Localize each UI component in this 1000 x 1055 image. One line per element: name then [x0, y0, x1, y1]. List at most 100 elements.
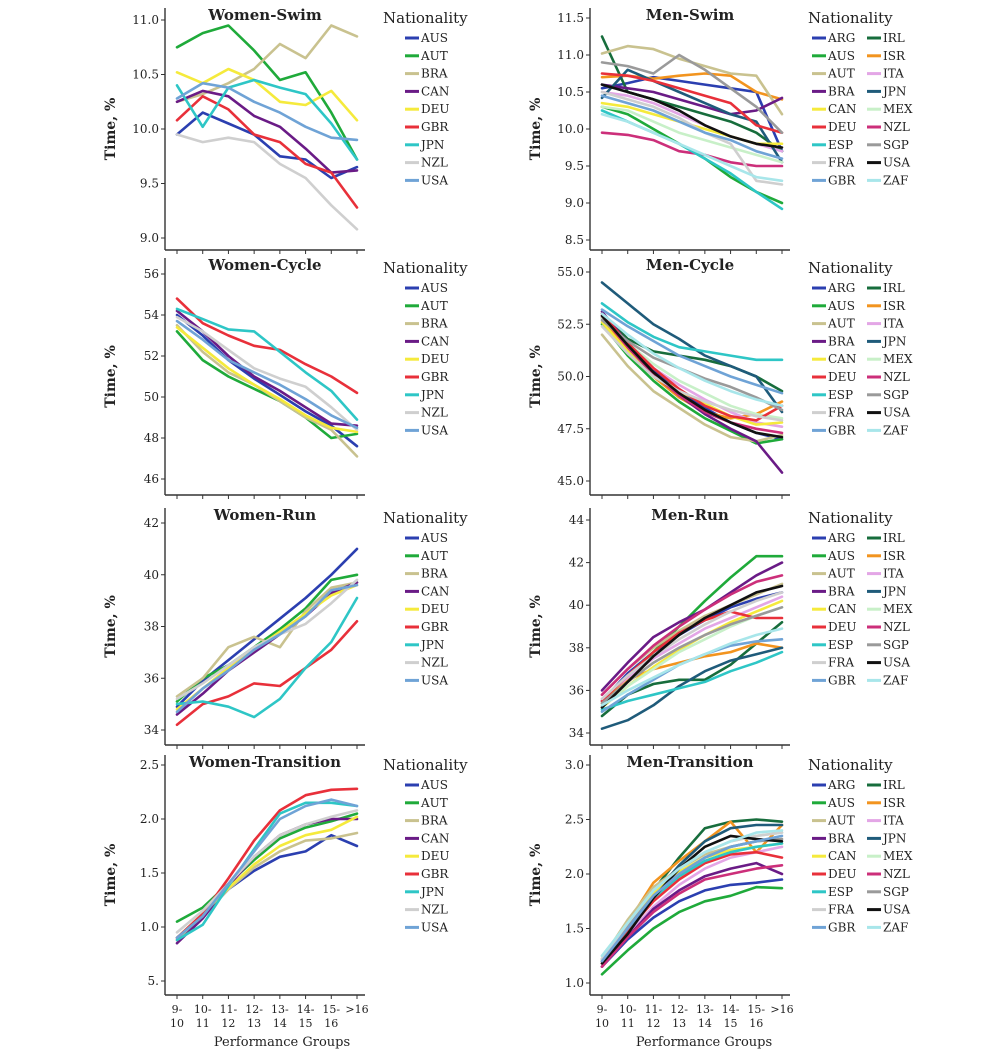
x-axis-label-left: Performance Groups — [214, 1035, 350, 1050]
y-tick-label: 56 — [144, 267, 159, 281]
series-line-usa — [600, 83, 784, 149]
legend-item-label: NZL — [883, 867, 910, 881]
y-tick-label: 36 — [569, 683, 584, 697]
legend-item-label: CAN — [828, 602, 856, 616]
legend-item-label: AUT — [420, 49, 448, 63]
legend-item-label: BRA — [828, 831, 855, 845]
legend-item-label: MEX — [883, 102, 913, 116]
legend-item-label: ITA — [883, 567, 904, 581]
series-line-usa — [175, 319, 359, 430]
y-axis-label: Time, % — [528, 844, 544, 907]
y-tick-label: 9.5 — [565, 159, 584, 173]
series-line-deu — [175, 67, 359, 122]
y-tick-label: 9.0 — [140, 231, 159, 245]
legend-item-label: ISR — [883, 49, 906, 63]
legend-item-label: CAN — [828, 849, 856, 863]
legend-item-label: CAN — [421, 584, 449, 598]
legend-item-label: USA — [883, 656, 910, 670]
series-line-gbr — [175, 95, 359, 209]
x-tick-label: 9-10 — [595, 1003, 609, 1030]
legend-item-label: GBR — [828, 173, 856, 187]
series-line-zaf — [600, 627, 784, 707]
series-line-aut — [175, 573, 359, 703]
legend-item-label: SGP — [883, 638, 909, 652]
legend-item-label: CAN — [421, 831, 449, 845]
x-tick-label: 14-15 — [297, 1003, 315, 1030]
legend-item-label: DEU — [828, 620, 857, 634]
legend-item-label: GBR — [421, 120, 449, 134]
legend-item-label: NZL — [883, 620, 910, 634]
x-tick-label: 10-11 — [194, 1003, 212, 1030]
chart-panel-3: Women-Cycle Time, % 46 48 50 52 54 56 Nationalit… — [103, 256, 468, 499]
series-line-nzl — [175, 315, 359, 432]
y-tick-label: 9.0 — [565, 196, 584, 210]
y-tick-label: 10.0 — [132, 122, 159, 136]
x-tick-label: 9-10 — [170, 1003, 184, 1030]
legend-item-label: AUT — [827, 567, 855, 581]
series-line-usa — [175, 583, 359, 714]
chart-title: Men-Cycle — [646, 256, 734, 274]
series-line-arg — [600, 75, 784, 153]
y-tick-label: 5. — [148, 974, 159, 988]
legend-item-label: ISR — [883, 796, 906, 810]
legend-item-label: BRA — [828, 334, 855, 348]
legend-item-label: ZAF — [883, 423, 908, 437]
y-tick-label: 50.0 — [557, 370, 584, 384]
series-line-jpn — [600, 823, 784, 963]
y-tick-label: 46 — [144, 472, 159, 486]
legend-item-label: GBR — [828, 673, 856, 687]
legend-item-label: FRA — [828, 406, 854, 420]
series-line-usa — [600, 834, 784, 965]
series-line-aus — [600, 885, 784, 976]
series-line-esp — [600, 650, 784, 711]
legend-item-label: AUS — [420, 281, 448, 295]
series-line-aus — [175, 313, 359, 448]
y-tick-label: 48 — [144, 431, 159, 445]
series-line-deu — [600, 72, 784, 134]
legend-item-label: USA — [883, 903, 910, 917]
legend-item-label: DEU — [421, 102, 450, 116]
y-tick-label: 2.0 — [140, 812, 159, 826]
legend-item-label: BRA — [828, 584, 855, 598]
legend-item-label: DEU — [421, 602, 450, 616]
series-line-usa — [175, 81, 359, 142]
chart-panel-8: Men-Transition Time, % 1.0 1.5 2.0 2.5 3.0 9-10… — [528, 753, 913, 1030]
x-tick-label: 12-13 — [245, 1003, 263, 1030]
y-tick-label: 34 — [569, 726, 585, 740]
legend-item-label: DEU — [828, 120, 857, 134]
series-line-jpn — [175, 801, 359, 942]
series-line-usa — [175, 798, 359, 940]
legend-item-label: AUS — [827, 299, 855, 313]
legend-item-label: DEU — [421, 849, 450, 863]
series-line-usa — [600, 314, 784, 439]
legend-item-label: ESP — [828, 388, 853, 402]
x-tick-label: 15-16 — [747, 1003, 765, 1030]
series-line-nzl — [600, 863, 784, 968]
x-tick-label: >16 — [345, 1003, 368, 1016]
legend-item-label: MEX — [883, 352, 913, 366]
series-line-sgp — [600, 53, 784, 134]
legend-item-label: CAN — [421, 334, 449, 348]
y-axis-label: Time, % — [528, 345, 544, 408]
legend-item-label: ISR — [883, 299, 906, 313]
y-axis-label: Time, % — [103, 844, 119, 907]
y-tick-label: 45.0 — [557, 474, 584, 488]
legend-item-label: CAN — [421, 84, 449, 98]
series-line-aut — [175, 812, 359, 923]
y-tick-label: 44 — [569, 513, 585, 527]
legend-title: Nationality — [383, 9, 468, 27]
legend-item-label: CAN — [828, 352, 856, 366]
series-line-nzl — [600, 131, 784, 168]
legend-item-label: JPN — [419, 388, 444, 402]
x-tick-label: 11-12 — [645, 1003, 663, 1030]
legend-title: Nationality — [383, 756, 468, 774]
y-tick-label: 9.5 — [140, 177, 159, 191]
series-line-zaf — [600, 829, 784, 958]
chart-panel-6: Men-Run Time, % 34 36 38 40 42 44 Nationality ARG… — [528, 506, 913, 749]
y-tick-label: 1.5 — [565, 922, 584, 936]
chart-title: Women-Swim — [207, 6, 322, 24]
legend-item-label: ISR — [883, 549, 906, 563]
y-tick-label: 40 — [144, 568, 159, 582]
legend-item-label: AUT — [420, 549, 448, 563]
series-line-jpn — [600, 281, 784, 414]
